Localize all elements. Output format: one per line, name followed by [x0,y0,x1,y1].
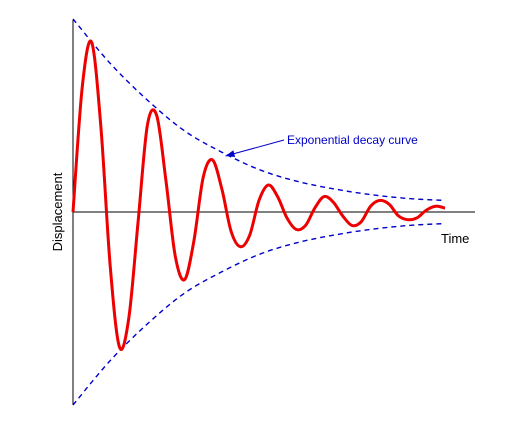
axes [72,20,475,405]
annotation-label: Exponential decay curve [287,133,418,147]
signal-curve [71,39,446,351]
x-axis-label: Time [441,231,469,246]
annotation-arrow-line [225,139,285,157]
y-axis-label: Displacement [50,172,65,251]
upper-envelope-curve [72,18,446,202]
signal-curve-group [71,39,446,351]
annotation: Exponential decay curve [225,133,418,157]
annotation-arrowhead [225,150,236,157]
